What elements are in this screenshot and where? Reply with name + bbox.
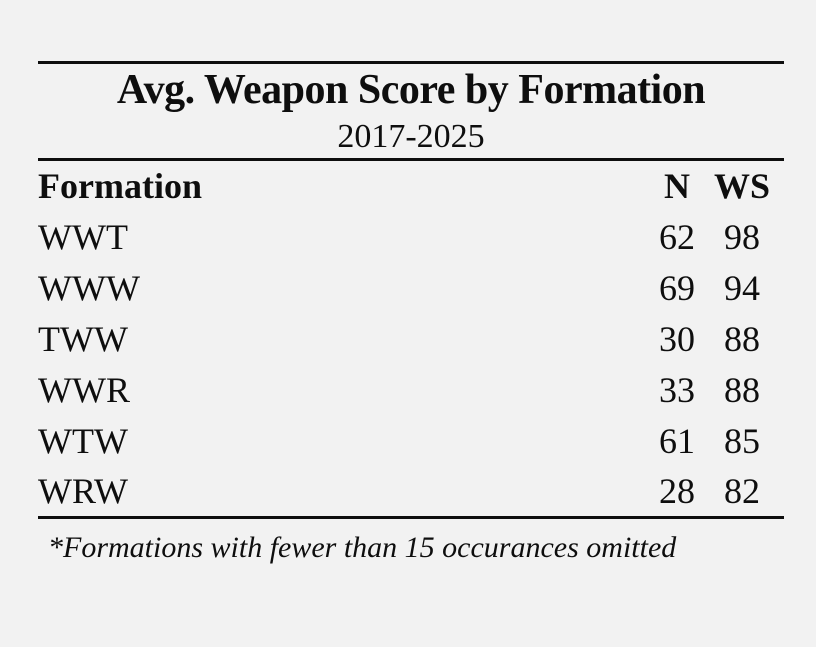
table-row: WWR 33 88 — [38, 365, 784, 416]
table-row: WTW 61 85 — [38, 416, 784, 467]
cell-formation: WWT — [38, 217, 128, 257]
column-header-formation: Formation — [38, 166, 202, 207]
column-header-ws: WS — [713, 166, 771, 207]
cell-n: 30 — [659, 319, 695, 359]
cell-formation: WWW — [38, 268, 140, 308]
table-row: WRW 28 82 — [38, 467, 784, 518]
cell-ws: 82 — [724, 471, 760, 512]
cell-formation: WWR — [38, 370, 130, 410]
cell-n: 61 — [659, 421, 695, 461]
cell-n: 33 — [659, 370, 695, 410]
formation-table: Formation N WS WWT 62 98 WWW 69 94 TWW 3… — [38, 158, 784, 519]
column-header-n: N — [664, 166, 690, 207]
page-subtitle: 2017-2025 — [337, 118, 485, 155]
table-footnote: *Formations with fewer than 15 occurance… — [48, 531, 677, 564]
cell-n: 62 — [659, 217, 695, 257]
cell-formation: WRW — [38, 471, 128, 512]
page-title: Avg. Weapon Score by Formation — [116, 67, 706, 113]
cell-ws: 98 — [724, 217, 760, 257]
table-row: WWW 69 94 — [38, 263, 784, 314]
cell-n: 69 — [659, 268, 695, 308]
header-row: Formation N WS — [38, 160, 784, 212]
cell-ws: 94 — [724, 268, 760, 308]
cell-formation: TWW — [38, 319, 128, 359]
cell-ws: 88 — [724, 370, 760, 410]
table-header: Formation N WS — [38, 160, 784, 212]
cell-n: 28 — [659, 471, 695, 512]
table-row: TWW 30 88 — [38, 314, 784, 365]
cell-ws: 88 — [724, 319, 760, 359]
stat-card: Avg. Weapon Score by Formation 2017-2025… — [38, 61, 784, 567]
table-body: WWT 62 98 WWW 69 94 TWW 30 88 WWR 33 88 … — [38, 212, 784, 518]
cell-ws: 85 — [724, 421, 760, 461]
title-block: Avg. Weapon Score by Formation 2017-2025 — [38, 61, 784, 158]
cell-formation: WTW — [38, 421, 128, 461]
table-row: WWT 62 98 — [38, 212, 784, 263]
